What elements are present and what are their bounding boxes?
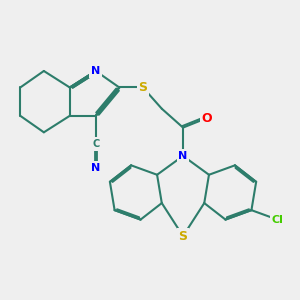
Text: C: C — [92, 139, 99, 149]
Text: S: S — [178, 230, 188, 243]
Text: N: N — [178, 151, 188, 161]
Text: S: S — [138, 81, 147, 94]
Text: N: N — [91, 163, 101, 173]
Text: O: O — [201, 112, 212, 125]
Text: N: N — [91, 66, 101, 76]
Text: Cl: Cl — [272, 214, 283, 225]
